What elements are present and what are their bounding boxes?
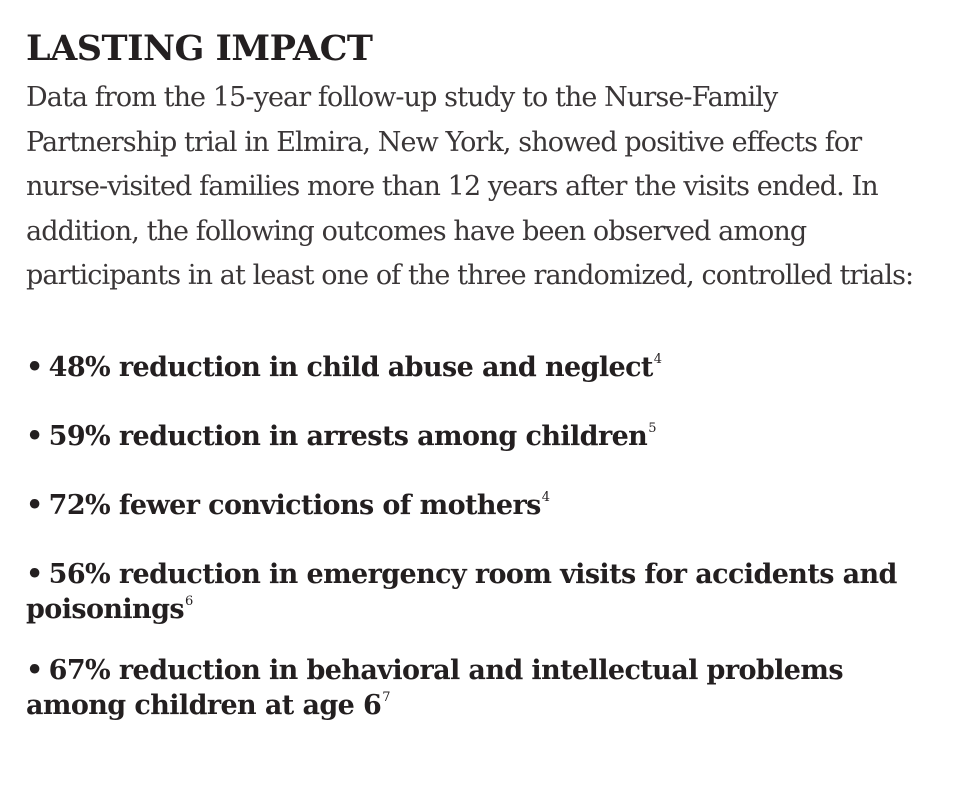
outcome-item: • 67% reduction in behavioral and intelle… — [26, 653, 906, 723]
footnote-ref: 4 — [541, 489, 550, 505]
page-title: LASTING IMPACT — [26, 28, 373, 69]
outcomes-list: • 48% reduction in child abuse and neglec… — [26, 350, 906, 723]
bullet-icon: • — [26, 654, 43, 686]
outcome-item: • 48% reduction in child abuse and neglec… — [26, 350, 906, 385]
outcome-item: • 56% reduction in emergency room visits … — [26, 557, 906, 627]
outcome-text: 56% reduction in emergency room visits f… — [26, 558, 897, 625]
footnote-ref: 4 — [653, 351, 662, 367]
outcome-text: 59% reduction in arrests among children — [48, 420, 648, 452]
document-page: LASTING IMPACT Data from the 15-year fol… — [26, 28, 936, 749]
outcome-item: • 59% reduction in arrests among children… — [26, 419, 906, 454]
outcome-text: 48% reduction in child abuse and neglect — [48, 351, 654, 383]
bullet-icon: • — [26, 351, 43, 383]
bullet-icon: • — [26, 420, 43, 452]
footnote-ref: 7 — [382, 689, 390, 705]
footnote-ref: 6 — [184, 593, 193, 609]
outcome-text: 67% reduction in behavioral and intellec… — [26, 654, 844, 721]
bullet-icon: • — [26, 489, 43, 521]
outcome-text: 72% fewer convictions of mothers — [48, 489, 542, 521]
outcome-item: • 72% fewer convictions of mothers4 — [26, 488, 906, 523]
intro-paragraph: Data from the 15-year follow-up study to… — [26, 82, 914, 291]
footnote-ref: 5 — [648, 420, 656, 436]
bullet-icon: • — [26, 558, 43, 590]
